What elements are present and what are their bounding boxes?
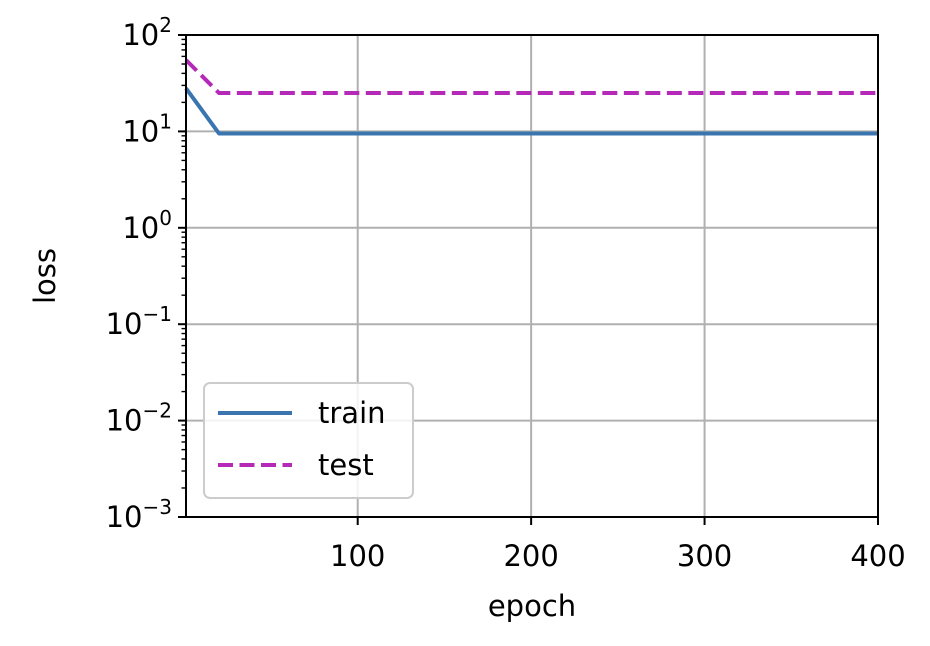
x-tick-label: 400 <box>850 539 905 573</box>
x-tick-label: 100 <box>330 539 385 573</box>
x-tick-label: 300 <box>677 539 732 573</box>
y-tick-label: 10−2 <box>106 399 172 438</box>
y-tick-labels: 10−3 10−2 10−1 100 101 102 <box>106 13 172 534</box>
y-tick-label: 10−1 <box>106 302 172 341</box>
y-axis-label: loss <box>28 248 62 304</box>
series-lines <box>184 58 878 136</box>
x-tick-labels: 100 200 300 400 <box>330 539 906 573</box>
series-line-test <box>184 58 878 95</box>
x-tick-label: 200 <box>503 539 558 573</box>
y-tick-label: 10−3 <box>106 495 172 534</box>
legend: train test <box>203 382 414 499</box>
legend-label-test: test <box>318 448 374 482</box>
y-tick-label: 100 <box>122 206 172 245</box>
axis-ticks <box>178 34 879 525</box>
x-axis-label: epoch <box>488 589 576 623</box>
legend-label-train: train <box>318 396 386 430</box>
y-tick-label: 102 <box>122 13 172 52</box>
y-tick-label: 101 <box>122 109 172 148</box>
series-line-train <box>184 87 878 136</box>
